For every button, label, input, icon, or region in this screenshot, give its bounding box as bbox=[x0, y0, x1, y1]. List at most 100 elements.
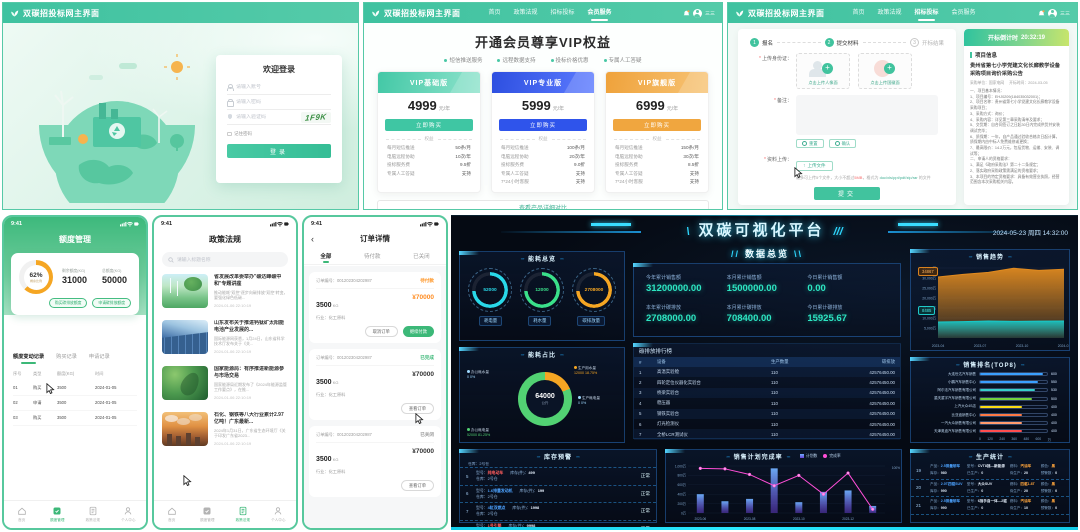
submit-button[interactable]: 提交 bbox=[814, 187, 880, 200]
rank-row: 1 高温实验舱 110 42576450.00 bbox=[634, 367, 900, 378]
password-input[interactable] bbox=[236, 99, 296, 105]
main-nav: 首页 政策法规 招标投标 会员服务 bbox=[853, 3, 976, 23]
nav-item-2[interactable]: 招标投标 bbox=[550, 10, 575, 16]
total-label: 总额度(KG) bbox=[102, 268, 122, 273]
record-tab-0[interactable]: 额度变动记录 bbox=[13, 353, 44, 364]
production-row: 21 产品：2.5排量轿车 型号：6挡手自一体—2驱 燃料：汽油车 颜色：黑 库存：990… bbox=[911, 497, 1069, 515]
feature-row: 专属人工答疑 支持 bbox=[492, 170, 594, 179]
continue-pay-button[interactable]: 继续付款 bbox=[402, 326, 434, 337]
news-title: 石化、钢铁等八大行业累计2.97亿吨！广东最新... bbox=[214, 412, 284, 425]
sales-rank-row: 重庆重宇汽车销售有限公司 500 bbox=[911, 395, 1069, 403]
confirm-button[interactable]: 确认 bbox=[828, 139, 857, 148]
rank-cell: 全桥LCR测试仪 bbox=[657, 431, 688, 437]
view-order-button[interactable]: 查看订单 bbox=[400, 403, 434, 414]
tab-政策法规[interactable]: 政策法规 bbox=[75, 501, 111, 528]
tab-政策法规[interactable]: 政策法规 bbox=[225, 501, 261, 528]
row-number: 8 bbox=[466, 526, 469, 530]
bar-fill bbox=[980, 373, 1043, 376]
news-list-item[interactable]: 石化、钢铁等八大行业累计2.97亿吨！广东最新... 2024年1月31日，广东省… bbox=[154, 405, 296, 451]
upload-file-button[interactable]: 上传文件 bbox=[796, 161, 833, 171]
stat-label: 今日累计碳排放 bbox=[807, 305, 843, 311]
remark-textarea[interactable] bbox=[796, 95, 938, 135]
back-button[interactable]: ‹ bbox=[311, 233, 314, 244]
captcha-input[interactable] bbox=[236, 114, 276, 120]
news-date: 2024-01-06 22:10:19 bbox=[214, 348, 252, 354]
nav-item-0[interactable]: 首页 bbox=[852, 10, 865, 16]
shield-icon bbox=[227, 114, 233, 121]
bar-value: 400 bbox=[1051, 429, 1057, 434]
order-tab-1[interactable]: 待付款 bbox=[363, 253, 381, 260]
feature-value: 100条/月 bbox=[566, 145, 585, 150]
bell-icon[interactable] bbox=[1038, 9, 1045, 17]
nav-item-0[interactable]: 首页 bbox=[488, 10, 501, 16]
order-tabs: 全部 待付款 已关闭 bbox=[304, 247, 446, 265]
record-tab-1[interactable]: 购买记录 bbox=[56, 354, 77, 360]
product-value: 2.5排量轿车 bbox=[940, 464, 961, 468]
svg-text:2023-07: 2023-07 bbox=[974, 344, 987, 348]
tab-label: 额度管理 bbox=[50, 518, 65, 522]
tab-首页[interactable]: 首页 bbox=[154, 501, 190, 528]
open-time: 开标时间：2024-03-05 bbox=[1009, 81, 1048, 85]
avatar[interactable] bbox=[1047, 8, 1057, 18]
green-leaves-photo bbox=[162, 366, 208, 400]
avatar[interactable] bbox=[692, 8, 702, 18]
login-button[interactable]: 登录 bbox=[227, 144, 331, 158]
news-list-item[interactable]: 国家能源局：有序推进新能源参与市场交易 国家能源局近期发布了《2024年能源监管工… bbox=[154, 359, 296, 405]
divider-line bbox=[437, 138, 472, 140]
leaf-logo-icon bbox=[372, 10, 380, 16]
model-field: 型号：大众SUV bbox=[966, 481, 993, 486]
nav-item-3[interactable]: 会员服务 bbox=[951, 10, 976, 16]
cell: 3500 bbox=[57, 385, 67, 390]
id-upload-box[interactable]: + 点击上传人像面 bbox=[796, 53, 850, 89]
table-row: 03 购买 3500 2024-01-05 bbox=[13, 411, 137, 426]
compare-products-link[interactable]: 查看产品详细对比 bbox=[377, 199, 709, 209]
tab-个人中心[interactable]: 个人中心 bbox=[111, 501, 147, 528]
id-upload-box[interactable]: + 点击上传国徽面 bbox=[858, 53, 912, 89]
news-list-item[interactable]: 省发展改革委举办"碳达峰碳中和"专题讲座 推动能耗"双控"逐步向碳排放"双控"转变… bbox=[154, 267, 296, 313]
rank-cell: 42576450.00 bbox=[869, 411, 895, 417]
view-order-button[interactable]: 查看订单 bbox=[400, 480, 434, 491]
nav-item-3[interactable]: 会员服务 bbox=[588, 3, 612, 23]
news-list-item[interactable]: 山东发布关于推进钙钛矿太阳能电池产业发展的... 国际能源网获悉，1月24日，山东… bbox=[154, 313, 296, 359]
remember-checkbox[interactable] bbox=[227, 131, 232, 137]
account-input[interactable] bbox=[236, 84, 296, 90]
bell-icon[interactable] bbox=[683, 9, 690, 17]
header-deco-line bbox=[501, 231, 641, 233]
tab-个人中心[interactable]: 个人中心 bbox=[261, 501, 297, 528]
order-tab-0[interactable]: 全部 bbox=[320, 247, 331, 264]
nav-item-2[interactable]: 招标投标 bbox=[915, 3, 939, 23]
notice-line: 6、质保期：一年，自产品通过验收合格次日起计算，质保期内由中标人免费维修或更换； bbox=[970, 134, 1060, 145]
sales-rank-row: 阿尔法汽车销售有限公司 530 bbox=[911, 386, 1069, 394]
order-buttons: 查看订单 bbox=[316, 403, 434, 414]
callout-name: 办公耗水量 bbox=[471, 370, 489, 374]
tab-额度管理[interactable]: 额度管理 bbox=[190, 501, 226, 528]
tab-额度管理[interactable]: 额度管理 bbox=[40, 501, 76, 528]
cancel-order-button[interactable]: 取消订单 bbox=[364, 326, 398, 337]
buy-now-button[interactable]: 立即购买 bbox=[499, 119, 587, 131]
tab-首页[interactable]: 首页 bbox=[4, 501, 40, 528]
steps-bar: 1 报名 2 提交材料 3 开标结果 bbox=[750, 38, 944, 47]
feature-row: 电脑远程协助 20次/年 bbox=[492, 153, 594, 162]
divider-line bbox=[614, 138, 649, 140]
captcha-image[interactable]: 1F9K bbox=[301, 112, 331, 123]
energy-ring: 12000 bbox=[520, 268, 564, 312]
nav-item-1[interactable]: 政策法规 bbox=[877, 10, 902, 16]
rank-cell: 110 bbox=[771, 400, 778, 406]
order-tab-2[interactable]: 已关闭 bbox=[413, 253, 430, 260]
svg-text:10,000万: 10,000万 bbox=[922, 316, 936, 320]
purchaser: 采购单位：国家电网 bbox=[970, 81, 1005, 85]
rank-row: 6 灯光检测仪 110 42576450.00 bbox=[634, 419, 900, 429]
price-number: 6999 bbox=[635, 98, 665, 113]
company-name: 小鹏汽车销售中心 bbox=[948, 379, 976, 384]
search-bar[interactable]: 请输入标题名称 bbox=[162, 252, 288, 267]
record-tab-2[interactable]: 申请记录 bbox=[88, 354, 110, 360]
reset-button[interactable]: 重置 bbox=[796, 139, 824, 148]
buy-quota-button[interactable]: 购买碳排放额度 bbox=[48, 298, 88, 308]
apply-quota-button[interactable]: 申请碳排放额度 bbox=[92, 298, 131, 308]
nav-item-1[interactable]: 政策法规 bbox=[513, 10, 538, 16]
buy-now-button[interactable]: 立即购买 bbox=[613, 119, 701, 131]
plan-price: 4999 元/年 bbox=[378, 97, 480, 115]
notice-line: 3、采购方式：询价； bbox=[970, 111, 1007, 116]
buy-now-button[interactable]: 立即购买 bbox=[385, 119, 473, 131]
plan-name-banner: VIP专业版 bbox=[492, 72, 594, 93]
